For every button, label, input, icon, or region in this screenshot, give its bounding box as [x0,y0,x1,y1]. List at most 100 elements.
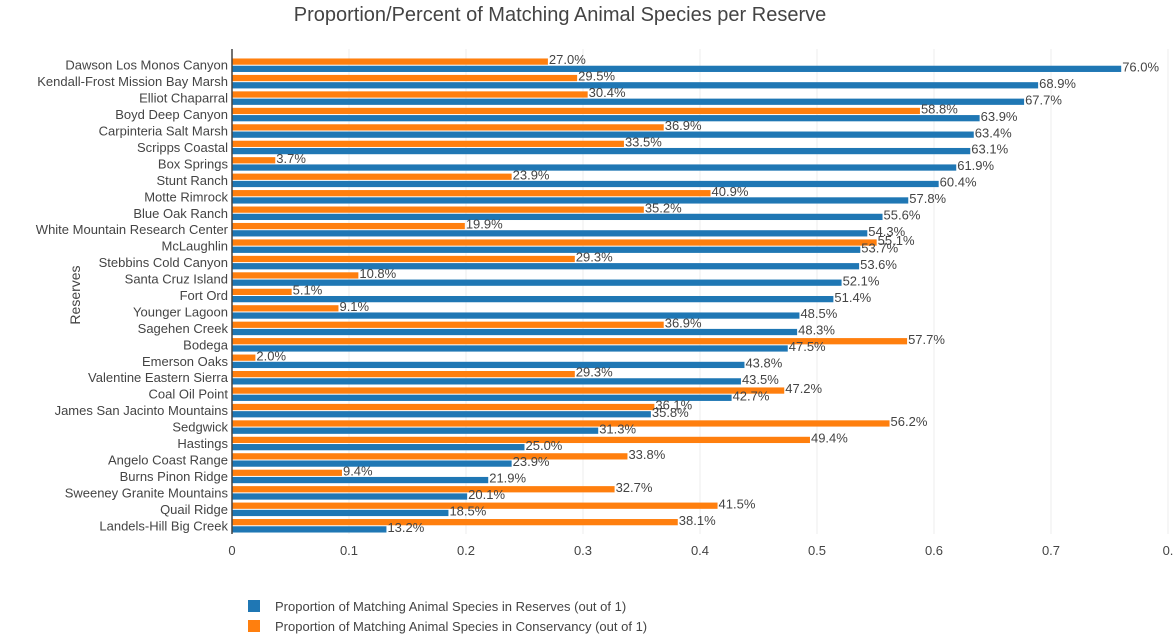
bar-conservancy[interactable] [232,107,920,115]
bar-reserves[interactable] [232,427,599,434]
bar-reserves[interactable] [232,493,468,500]
data-label: 23.9% [513,167,550,182]
bar-reserves[interactable] [232,197,909,204]
data-label: 57.7% [908,332,945,347]
data-label: 35.2% [645,200,682,215]
bar-reserves[interactable] [232,312,800,319]
legend-swatch-reserves [248,600,260,612]
bar-reserves[interactable] [232,444,525,451]
bar-conservancy[interactable] [232,206,644,213]
bar-conservancy[interactable] [232,305,339,312]
bar-conservancy[interactable] [232,190,711,197]
bar-reserves[interactable] [232,213,883,221]
data-label: 27.0% [549,52,586,67]
bar-reserves[interactable] [232,164,957,171]
bar-conservancy[interactable] [232,255,575,263]
y-tick-label: Kendall-Frost Mission Bay Marsh [37,74,228,89]
bar-conservancy[interactable] [232,124,664,131]
legend-item-conservancy[interactable]: Proportion of Matching Animal Species in… [248,616,647,636]
bar-conservancy[interactable] [232,288,292,295]
data-label: 55.1% [878,233,915,248]
data-label: 36.9% [665,118,702,133]
y-axis-title: Reserves [67,265,83,324]
bar-conservancy[interactable] [232,173,512,180]
bar-conservancy[interactable] [232,370,575,378]
data-label: 29.3% [576,250,613,265]
bar-conservancy[interactable] [232,272,359,279]
bar-conservancy[interactable] [232,486,615,493]
bar-conservancy[interactable] [232,502,718,509]
data-label: 53.6% [860,257,897,272]
x-tick-label: 0. [1163,543,1174,558]
bar-reserves[interactable] [232,394,732,401]
y-tick-label: James San Jacinto Mountains [55,403,229,418]
y-tick-label: Sweeney Granite Mountains [65,485,229,500]
y-tick-label: Emerson Oaks [142,354,228,369]
data-label: 76.0% [1122,59,1159,74]
bar-conservancy[interactable] [232,403,655,411]
data-label: 48.5% [800,306,837,321]
bar-reserves[interactable] [232,509,449,517]
bar-conservancy[interactable] [232,157,276,164]
bar-reserves[interactable] [232,411,651,418]
bar-conservancy[interactable] [232,58,548,65]
bar-reserves[interactable] [232,180,939,188]
bar-conservancy[interactable] [232,239,877,246]
bar-conservancy[interactable] [232,91,588,98]
data-label: 54.3% [868,224,905,239]
y-tick-label: White Mountain Research Center [36,222,229,237]
bar-reserves[interactable] [232,296,834,303]
data-label: 51.4% [834,290,871,305]
data-label: 33.5% [625,134,662,149]
bar-reserves[interactable] [232,115,980,122]
bar-reserves[interactable] [232,230,868,237]
bar-reserves[interactable] [232,65,1122,72]
bar-reserves[interactable] [232,131,974,138]
legend-item-reserves[interactable]: Proportion of Matching Animal Species in… [248,596,647,616]
bar-reserves[interactable] [232,378,741,385]
y-tick-label: Scripps Coastal [137,140,228,155]
data-label: 23.9% [513,454,550,469]
x-tick-label: 0.4 [691,543,709,558]
bar-reserves[interactable] [232,279,842,286]
bar-reserves[interactable] [232,263,860,270]
bar-conservancy[interactable] [232,469,342,476]
data-label: 40.9% [712,184,749,199]
bar-reserves[interactable] [232,328,798,336]
axes: 0 0.1 0.2 0.3 0.4 0.5 0.6 0.7 0. Landels-Hill Big… [36,49,1174,558]
bar-reserves[interactable] [232,98,1025,105]
bar-reserves[interactable] [232,460,512,467]
data-label: 21.9% [489,471,526,486]
y-tick-label: Santa Cruz Island [125,272,228,287]
bar-conservancy[interactable] [232,387,785,394]
bar-reserves[interactable] [232,345,788,352]
bar-conservancy[interactable] [232,420,890,427]
bar-reserves[interactable] [232,476,489,484]
bar-conservancy[interactable] [232,338,908,345]
x-tick-label: 0.3 [574,543,592,558]
bar-reserves[interactable] [232,82,1039,89]
y-tick-label: Boyd Deep Canyon [115,107,228,122]
bar-reserves[interactable] [232,361,745,369]
bar-conservancy[interactable] [232,354,256,361]
data-label: 38.1% [679,513,716,528]
bar-conservancy[interactable] [232,519,678,526]
data-label: 36.1% [655,398,692,413]
bar-conservancy[interactable] [232,436,810,444]
data-label: 30.4% [589,85,626,100]
bar-conservancy[interactable] [232,222,465,230]
y-tick-label: Quail Ridge [160,502,228,517]
bar-reserves[interactable] [232,147,971,155]
bar-conservancy[interactable] [232,453,628,460]
data-label: 9.4% [343,463,373,478]
y-tick-label: Valentine Eastern Sierra [88,370,229,385]
bar-conservancy[interactable] [232,74,578,82]
bar-conservancy[interactable] [232,321,664,328]
bar-reserves[interactable] [232,246,861,253]
bar-reserves[interactable] [232,526,387,533]
data-label: 60.4% [940,175,977,190]
bar-conservancy[interactable] [232,140,624,147]
data-label: 56.2% [891,414,928,429]
y-tick-label: McLaughlin [162,239,229,254]
